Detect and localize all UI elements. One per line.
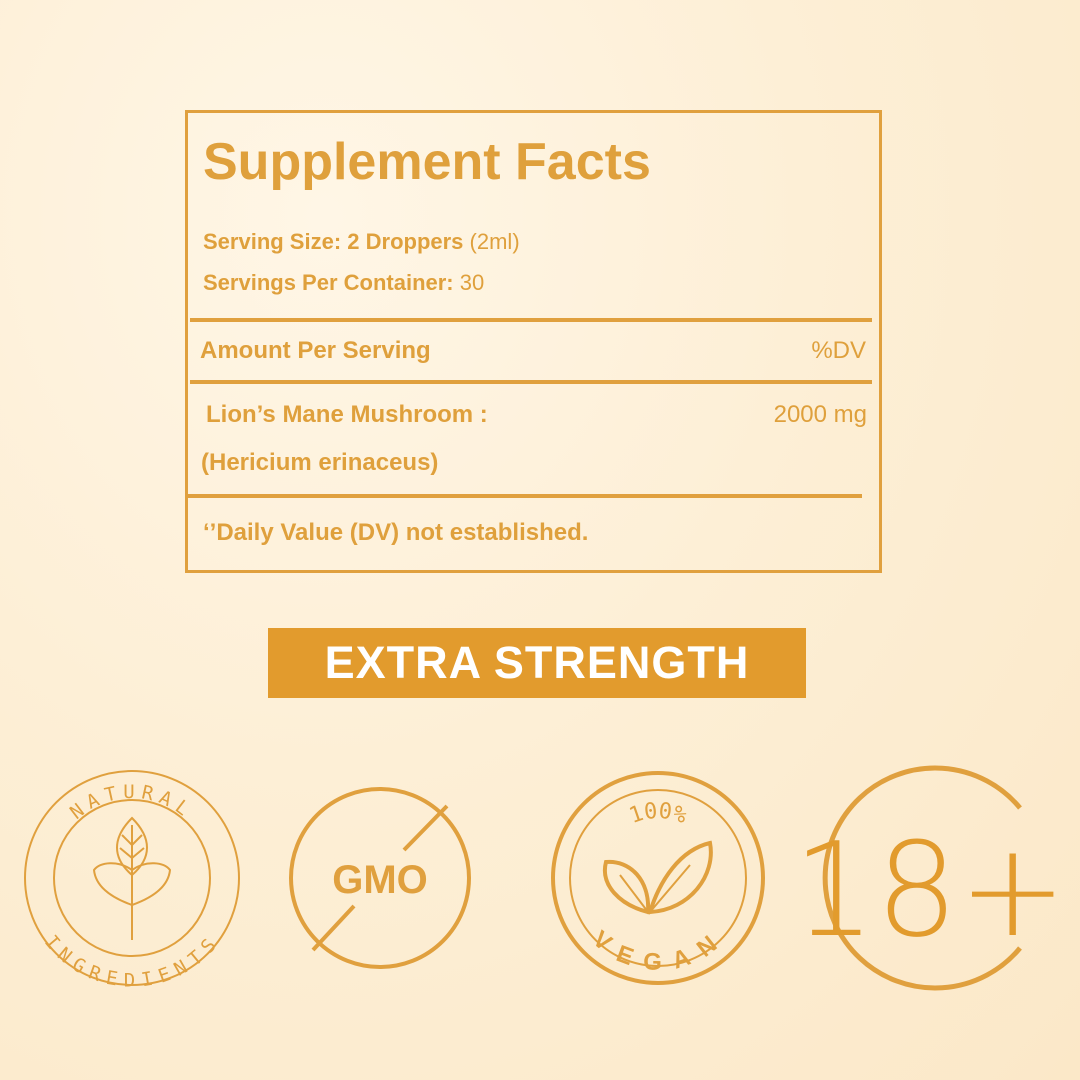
vegan-badge: 100% VEGAN (551, 771, 765, 985)
gmo-label: GMO (332, 858, 428, 902)
age-18-plus-badge: 18+ (793, 765, 1067, 991)
dv-header: %DV (811, 337, 866, 364)
amount-header: Amount Per Serving (200, 337, 431, 364)
ingredients-label: INGREDIENTS (40, 931, 219, 992)
supplement-facts-panel (185, 110, 882, 573)
svg-text:INGREDIENTS: INGREDIENTS (40, 931, 224, 992)
natural-ingredients-badge: NATURAL INGREDIENTS (24, 770, 240, 992)
servings-per-container-value: 30 (459, 270, 485, 295)
divider (190, 380, 872, 384)
divider (190, 318, 872, 322)
age-label: 18+ (793, 814, 1067, 966)
ingredient-amount: 2000 mg (773, 401, 867, 428)
extra-strength-banner: EXTRA STRENGTH (268, 628, 806, 698)
plant-icon (92, 816, 172, 940)
serving-size-value: (2ml) (469, 229, 520, 254)
serving-size: Serving Size: 2 Droppers (2ml) (203, 229, 520, 255)
svg-text:100%: 100% (626, 799, 690, 829)
divider (185, 494, 862, 498)
footnote: ‘’Daily Value (DV) not established. (203, 519, 589, 546)
100-percent-label: 100% (626, 799, 690, 829)
servings-per-container: Servings Per Container: 30 (203, 270, 484, 296)
servings-per-container-label: Servings Per Container: (203, 270, 454, 295)
ingredient-latin: (Hericium erinaceus) (201, 449, 439, 476)
serving-size-label: Serving Size: 2 Droppers (203, 229, 464, 254)
leaves-icon (602, 840, 713, 915)
facts-title: Supplement Facts (203, 133, 651, 191)
non-gmo-badge: GMO (289, 787, 471, 969)
ingredient-name: Lion’s Mane Mushroom : (206, 401, 488, 428)
